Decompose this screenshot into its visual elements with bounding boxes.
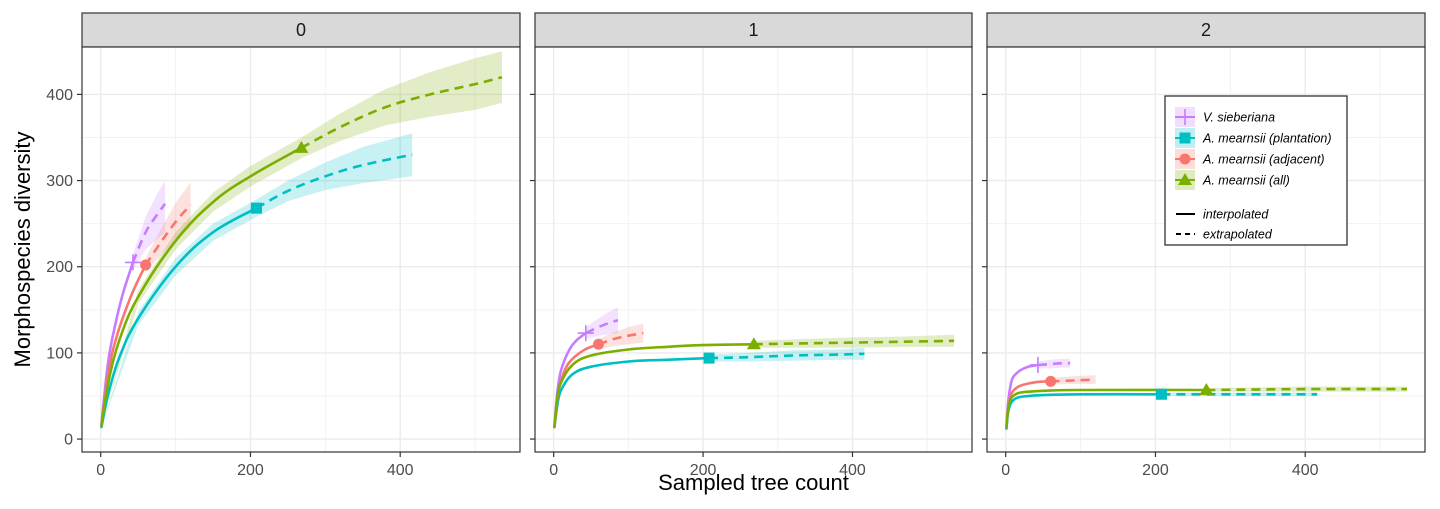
legend-key-marker bbox=[1179, 153, 1191, 165]
interpolated-line bbox=[100, 261, 135, 425]
observed-point bbox=[746, 337, 761, 350]
legend-linetype-label: interpolated bbox=[1203, 208, 1269, 222]
x-tick-label: 400 bbox=[387, 462, 414, 479]
legend-item: V. sieberiana bbox=[1175, 107, 1275, 127]
observed-point bbox=[1029, 356, 1046, 373]
confidence-band bbox=[585, 307, 618, 340]
observed-point bbox=[140, 259, 152, 271]
y-tick-label: 400 bbox=[46, 87, 73, 104]
extrapolated-line bbox=[1206, 387, 1408, 392]
y-tick-label: 200 bbox=[46, 259, 73, 276]
extrapolated-line bbox=[598, 331, 644, 346]
x-tick-label: 400 bbox=[1292, 462, 1319, 479]
series-layer bbox=[1005, 356, 1408, 430]
legend-label: A. mearnsii (plantation) bbox=[1202, 132, 1332, 146]
observed-point bbox=[703, 352, 715, 364]
panel-border bbox=[534, 46, 973, 453]
legend-label: A. mearnsii (all) bbox=[1202, 174, 1290, 188]
confidence-band bbox=[132, 180, 166, 271]
y-axis-title: Morphospecies diversity bbox=[10, 132, 35, 368]
legend-linetype-item: extrapolated bbox=[1176, 228, 1273, 242]
interpolated-line bbox=[100, 146, 303, 427]
x-tick-label: 400 bbox=[839, 462, 866, 479]
legend-label: V. sieberiana bbox=[1203, 111, 1275, 125]
facet-panel-2: 2 0 200 400 bbox=[982, 12, 1426, 479]
facet-panel-0: 0 0 200 400 0 100 200 300 400 bbox=[46, 12, 521, 479]
extrapolated-line bbox=[1050, 378, 1096, 383]
legend-linetype-label: extrapolated bbox=[1203, 228, 1273, 242]
observed-point bbox=[577, 325, 594, 342]
facet-panel-1: 1 0 200 400 bbox=[530, 12, 973, 479]
x-tick-label: 0 bbox=[549, 462, 558, 479]
interpolated-line bbox=[100, 206, 258, 429]
x-tick-label: 0 bbox=[1001, 462, 1010, 479]
facet-strip bbox=[986, 12, 1426, 48]
legend-key-marker bbox=[1178, 173, 1192, 185]
y-tick-label: 100 bbox=[46, 345, 73, 362]
legend-box bbox=[1164, 95, 1348, 246]
facet-strip bbox=[534, 12, 973, 48]
legend-item: A. mearnsii (adjacent) bbox=[1175, 149, 1325, 169]
interpolated-line bbox=[1005, 388, 1208, 429]
legend-label: A. mearnsii (adjacent) bbox=[1202, 153, 1325, 167]
legend-item: A. mearnsii (plantation) bbox=[1175, 128, 1332, 148]
x-tick-label: 0 bbox=[96, 462, 105, 479]
legend: V. sieberiana A. mearnsii (plantation) A. … bbox=[1164, 95, 1348, 246]
panel-border bbox=[81, 46, 521, 453]
confidence-band bbox=[101, 51, 502, 426]
legend-key-marker bbox=[1179, 132, 1191, 144]
extrapolated-line bbox=[709, 352, 865, 360]
extrapolated-line bbox=[585, 318, 619, 335]
observed-point bbox=[294, 140, 309, 153]
observed-point bbox=[124, 254, 141, 271]
x-tick-label: 200 bbox=[690, 462, 717, 479]
y-tick-label: 300 bbox=[46, 173, 73, 190]
observed-point bbox=[1199, 382, 1214, 395]
extrapolated-line bbox=[255, 153, 413, 210]
facet-strip-label: 2 bbox=[1201, 20, 1211, 40]
extrapolated-line bbox=[131, 203, 167, 263]
observed-point bbox=[250, 202, 262, 214]
facet-strip-label: 0 bbox=[296, 20, 306, 40]
extrapolated-line bbox=[753, 339, 955, 346]
legend-item: A. mearnsii (all) bbox=[1175, 170, 1290, 190]
interpolated-line bbox=[553, 343, 756, 429]
legend-key-marker bbox=[1177, 109, 1193, 125]
x-tick-label: 200 bbox=[1142, 462, 1169, 479]
series-layer bbox=[100, 51, 503, 429]
observed-point bbox=[1045, 375, 1057, 387]
facet-strip bbox=[81, 12, 521, 48]
legend-linetype-item: interpolated bbox=[1176, 208, 1269, 222]
extrapolated-line bbox=[144, 203, 192, 266]
x-tick-label: 200 bbox=[237, 462, 264, 479]
panel-border bbox=[986, 46, 1426, 453]
plot-background bbox=[535, 47, 972, 452]
observed-point bbox=[592, 338, 604, 350]
series-layer bbox=[553, 307, 955, 429]
y-tick-label: 0 bbox=[64, 432, 73, 449]
observed-point bbox=[1155, 388, 1167, 400]
x-axis-title: Sampled tree count bbox=[658, 470, 849, 495]
facet-strip-label: 1 bbox=[748, 20, 758, 40]
